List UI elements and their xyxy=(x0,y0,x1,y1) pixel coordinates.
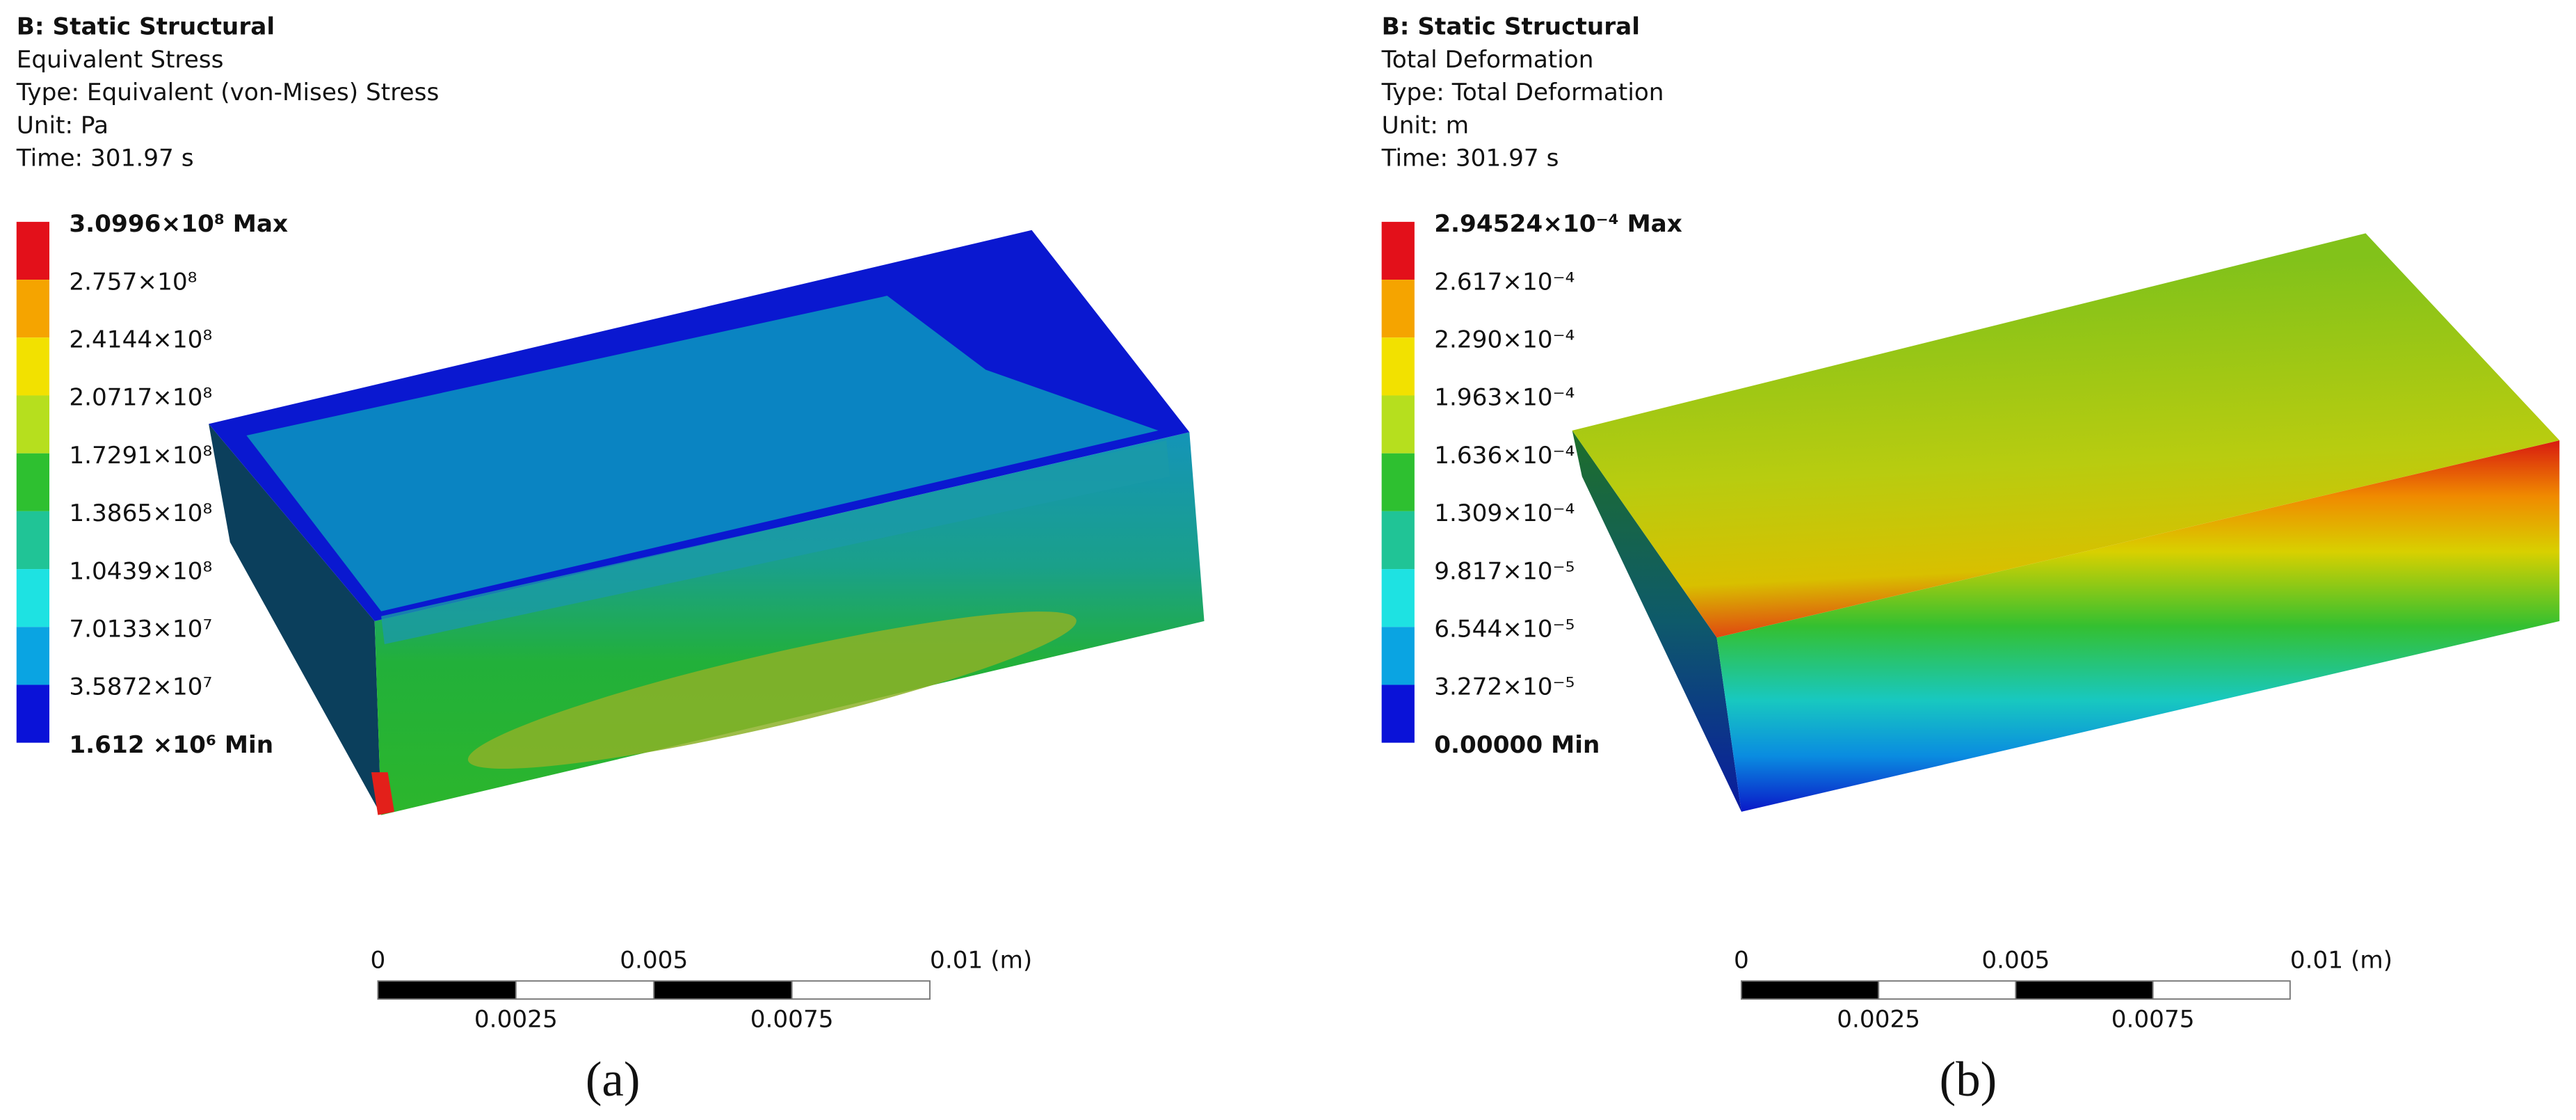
legend-swatch xyxy=(16,569,49,627)
legend-label: 2.290×10⁻⁴ xyxy=(1434,326,1575,354)
legend-swatch xyxy=(1381,337,1415,396)
scale-segment xyxy=(2152,980,2291,1000)
scale-label: 0.0075 xyxy=(2111,1005,2195,1033)
scale-label: 0.005 xyxy=(620,946,688,974)
scale-segment xyxy=(791,980,931,1000)
legend-swatch xyxy=(1381,280,1415,338)
legend-swatch xyxy=(1381,511,1415,570)
scale-label: 0.0025 xyxy=(1837,1005,1920,1033)
scale-label: 0 xyxy=(371,946,386,974)
scale-segment xyxy=(1740,980,1880,1000)
legend-label: 1.963×10⁻⁴ xyxy=(1434,384,1575,412)
header-line: Type: Equivalent (von-Mises) Stress xyxy=(16,79,440,106)
legend-label: 1.612 ×10⁶ Min xyxy=(69,731,273,759)
header-title: B: Static Structural xyxy=(17,13,275,41)
legend-swatch xyxy=(16,511,49,570)
scale-label: 0.01 (m) xyxy=(2290,946,2392,974)
legend-swatch xyxy=(1381,221,1415,280)
panel: B: Static Structural Equivalent Stress Typ… xyxy=(16,13,1033,1107)
legend-label: 1.0439×10⁸ xyxy=(69,557,212,585)
legend-label: 2.757×10⁸ xyxy=(69,268,197,296)
scale-label: 0.0075 xyxy=(750,1005,834,1033)
stress-model xyxy=(209,230,1205,815)
scale-segment xyxy=(2015,980,2154,1000)
deformation-model xyxy=(1572,233,2560,812)
legend-label: 3.0996×10⁸ Max xyxy=(69,210,288,238)
legend-label: 3.5872×10⁷ xyxy=(69,673,212,701)
legend-label: 1.3865×10⁸ xyxy=(69,499,212,527)
header-line: Unit: m xyxy=(1382,111,1470,139)
legend-label: 2.4144×10⁸ xyxy=(69,326,212,354)
legend-label: 3.272×10⁻⁵ xyxy=(1434,673,1575,701)
legend-label: 1.7291×10⁸ xyxy=(69,442,212,470)
legend-label: 2.94524×10⁻⁴ Max xyxy=(1434,210,1682,238)
scale-segment xyxy=(1878,980,2017,1000)
scale-label: 0 xyxy=(1734,946,1749,974)
legend-label: 2.617×10⁻⁴ xyxy=(1434,268,1575,296)
legend-swatch xyxy=(16,685,49,743)
scale-segment xyxy=(515,980,655,1000)
legend-swatch xyxy=(1381,395,1415,454)
caption: (a) xyxy=(586,1053,641,1107)
header-line: Time: 301.97 s xyxy=(1381,145,1559,173)
legend-swatch xyxy=(1381,453,1415,511)
legend-swatch xyxy=(16,221,49,280)
header-line: Type: Total Deformation xyxy=(1381,79,1664,106)
scale-segment xyxy=(377,980,517,1000)
header-line: Equivalent Stress xyxy=(17,46,224,74)
legend-swatch xyxy=(16,453,49,511)
header-line: Total Deformation xyxy=(1381,46,1594,74)
legend-label: 9.817×10⁻⁵ xyxy=(1434,557,1575,585)
scale-label: 0.01 (m) xyxy=(930,946,1032,974)
scale-label: 0.0025 xyxy=(474,1005,558,1033)
caption: (b) xyxy=(1940,1053,1997,1107)
legend-swatch xyxy=(16,280,49,338)
header-title: B: Static Structural xyxy=(1382,13,1640,41)
legend-label: 0.00000 Min xyxy=(1434,731,1600,759)
legend-swatch xyxy=(1381,627,1415,685)
legend-label: 1.309×10⁻⁴ xyxy=(1434,499,1575,527)
legend-label: 1.636×10⁻⁴ xyxy=(1434,442,1575,470)
legend-label: 6.544×10⁻⁵ xyxy=(1434,615,1575,643)
header-line: Unit: Pa xyxy=(17,111,108,139)
scale-segment xyxy=(653,980,793,1000)
panel: B: Static Structural Total Deformation Typ… xyxy=(1381,13,2392,1107)
legend-label: 2.0717×10⁸ xyxy=(69,384,212,412)
legend-swatch xyxy=(16,627,49,685)
scale-label: 0.005 xyxy=(1981,946,2050,974)
legend-swatch xyxy=(16,337,49,396)
legend-swatch xyxy=(16,395,49,454)
legend-swatch xyxy=(1381,569,1415,627)
legend-swatch xyxy=(1381,685,1415,743)
header-line: Time: 301.97 s xyxy=(16,145,194,173)
legend-label: 7.0133×10⁷ xyxy=(69,615,212,643)
